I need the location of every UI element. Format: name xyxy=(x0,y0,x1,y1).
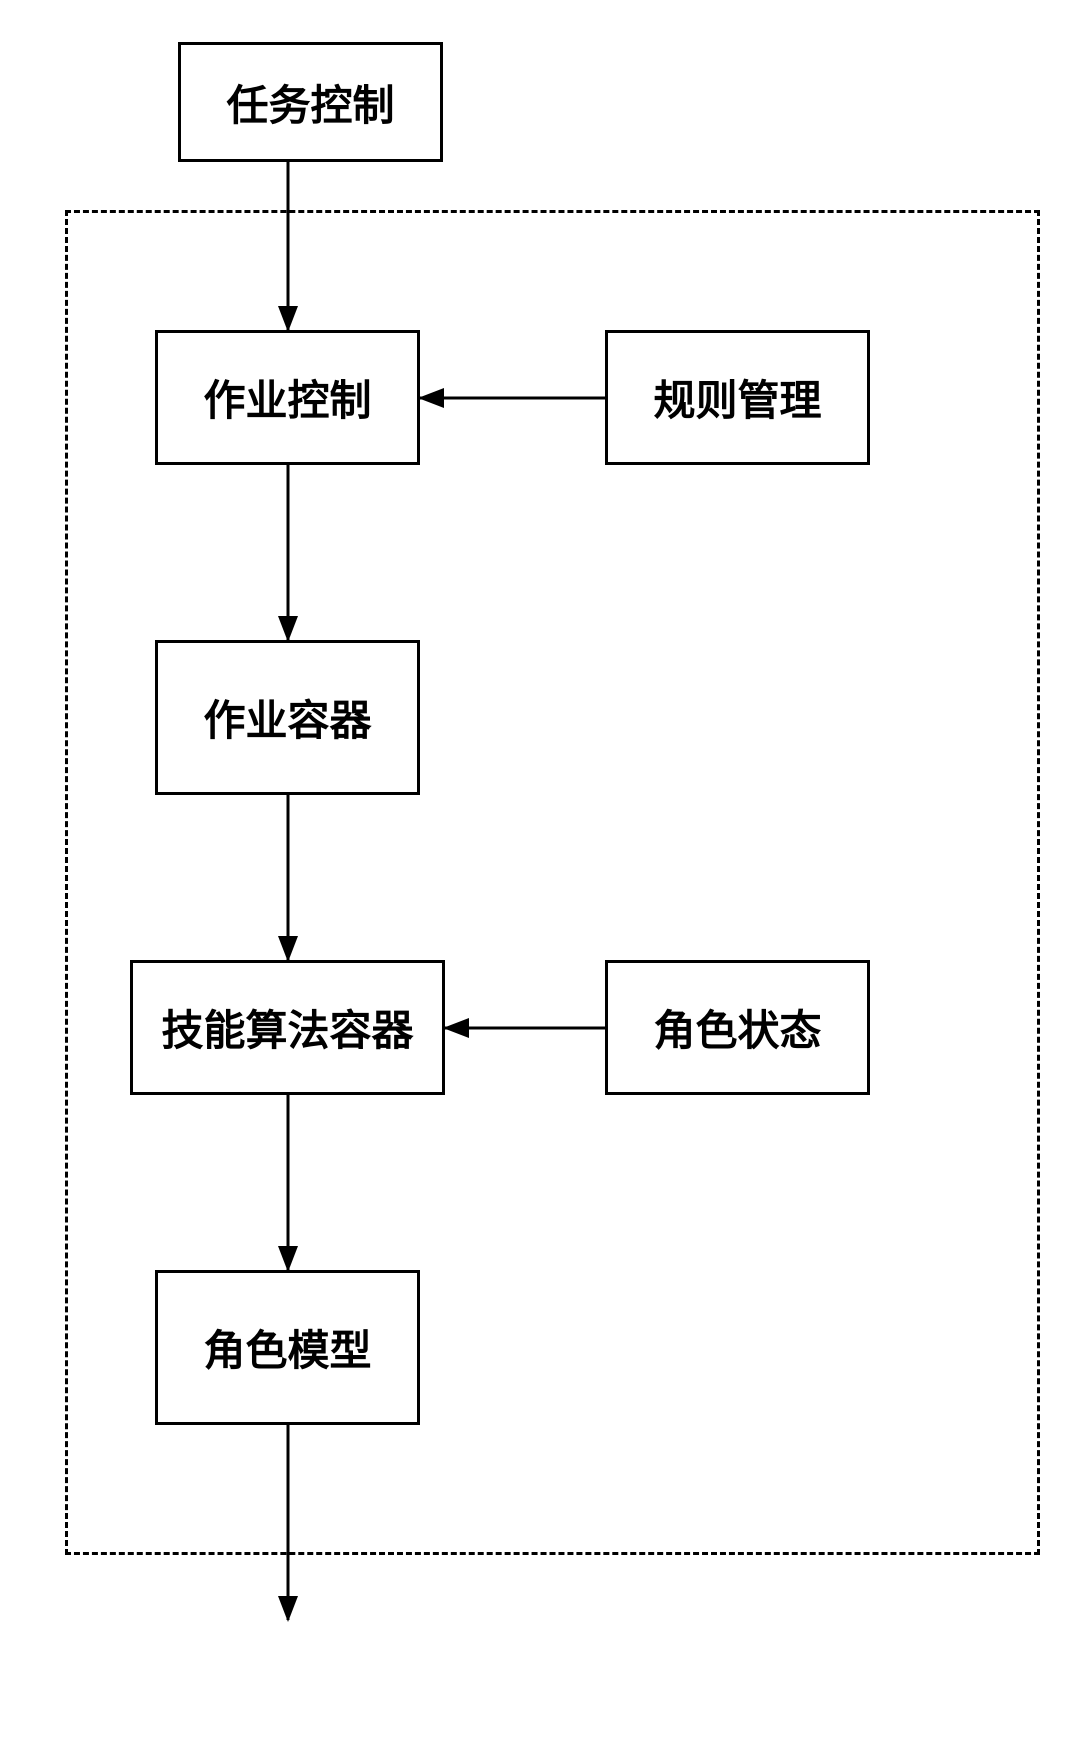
node-label: 任务控制 xyxy=(226,72,394,133)
node-label: 技能算法容器 xyxy=(161,997,413,1058)
node-label: 作业控制 xyxy=(203,367,371,428)
node-skill-algorithm-container: 技能算法容器 xyxy=(130,960,445,1095)
node-label: 作业容器 xyxy=(203,687,371,748)
node-job-container: 作业容器 xyxy=(155,640,420,795)
node-label: 角色状态 xyxy=(653,997,821,1058)
node-role-model: 角色模型 xyxy=(155,1270,420,1425)
node-task-control: 任务控制 xyxy=(178,42,443,162)
node-role-state: 角色状态 xyxy=(605,960,870,1095)
node-label: 角色模型 xyxy=(203,1317,371,1378)
flowchart-canvas: 任务控制 作业控制 规则管理 作业容器 技能算法容器 角色状态 角色模型 xyxy=(0,0,1084,1747)
node-rule-management: 规则管理 xyxy=(605,330,870,465)
node-job-control: 作业控制 xyxy=(155,330,420,465)
node-label: 规则管理 xyxy=(653,367,821,428)
